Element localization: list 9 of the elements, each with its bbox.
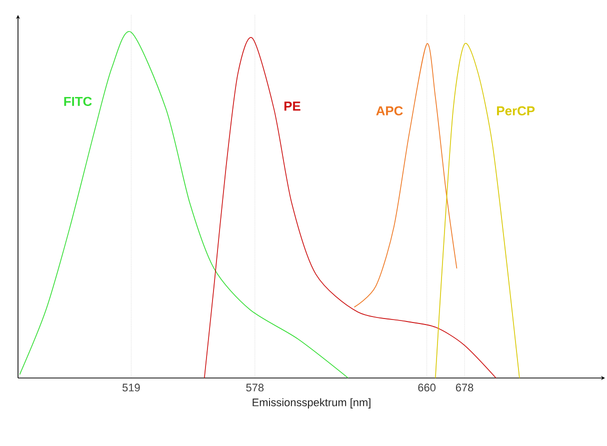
- x-axis-title: Emissionsspektrum [nm]: [252, 398, 370, 408]
- series-label: PE: [284, 102, 300, 111]
- series-label: APC: [376, 106, 403, 116]
- x-tick-label: 660: [418, 384, 436, 392]
- x-tick-label: 678: [456, 384, 474, 392]
- x-tick-label: 519: [122, 384, 140, 392]
- series-label: PerCP: [497, 106, 535, 116]
- series-label: FITC: [64, 96, 92, 106]
- x-tick-label: 578: [246, 384, 264, 392]
